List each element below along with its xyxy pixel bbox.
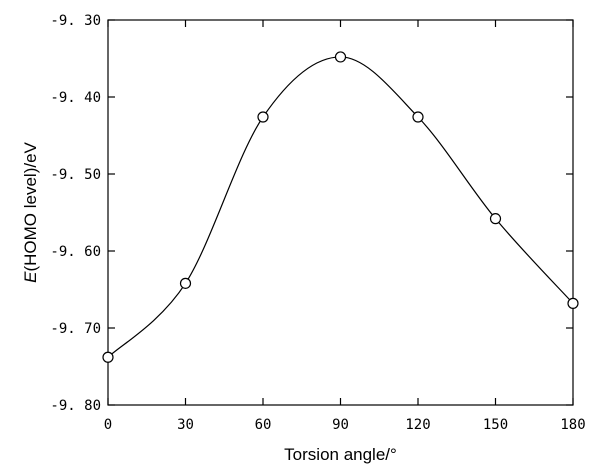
x-tick-label: 150 bbox=[483, 417, 508, 433]
series-curve bbox=[107, 56, 574, 358]
x-tick-label: 180 bbox=[560, 417, 585, 433]
x-tick-label: 60 bbox=[255, 417, 272, 433]
y-tick-label: -9. 60 bbox=[50, 244, 101, 260]
y-axis-title: E(HOMO level)/eV bbox=[21, 141, 40, 282]
data-point bbox=[412, 111, 424, 123]
x-tick-label: 0 bbox=[104, 417, 112, 433]
data-point bbox=[257, 111, 269, 123]
data-points bbox=[102, 51, 579, 363]
data-point bbox=[179, 277, 192, 289]
y-axis-title-text: (HOMO level)/eV bbox=[21, 141, 40, 271]
data-point bbox=[334, 51, 347, 63]
data-point bbox=[489, 213, 502, 225]
data-point bbox=[102, 351, 114, 363]
y-axis-ticks: -9. 30 -9. 40 -9. 50 -9. 60 -9. 70 -9. 80 bbox=[50, 13, 573, 414]
y-axis-title-symbol: E bbox=[21, 271, 40, 283]
y-tick-label: -9. 70 bbox=[50, 321, 101, 337]
x-tick-label: 120 bbox=[405, 417, 430, 433]
x-tick-label: 30 bbox=[177, 417, 194, 433]
plot-frame bbox=[107, 19, 574, 406]
x-axis-ticks: 0 30 60 90 120 150 180 bbox=[104, 20, 586, 433]
x-tick-label: 90 bbox=[332, 417, 349, 433]
y-tick-label: -9. 50 bbox=[50, 167, 101, 183]
y-tick-label: -9. 30 bbox=[50, 13, 101, 29]
x-axis-title: Torsion angle/° bbox=[284, 445, 397, 464]
y-tick-label: -9. 80 bbox=[50, 398, 101, 414]
data-point bbox=[567, 297, 579, 309]
y-tick-label: -9. 40 bbox=[50, 90, 101, 106]
